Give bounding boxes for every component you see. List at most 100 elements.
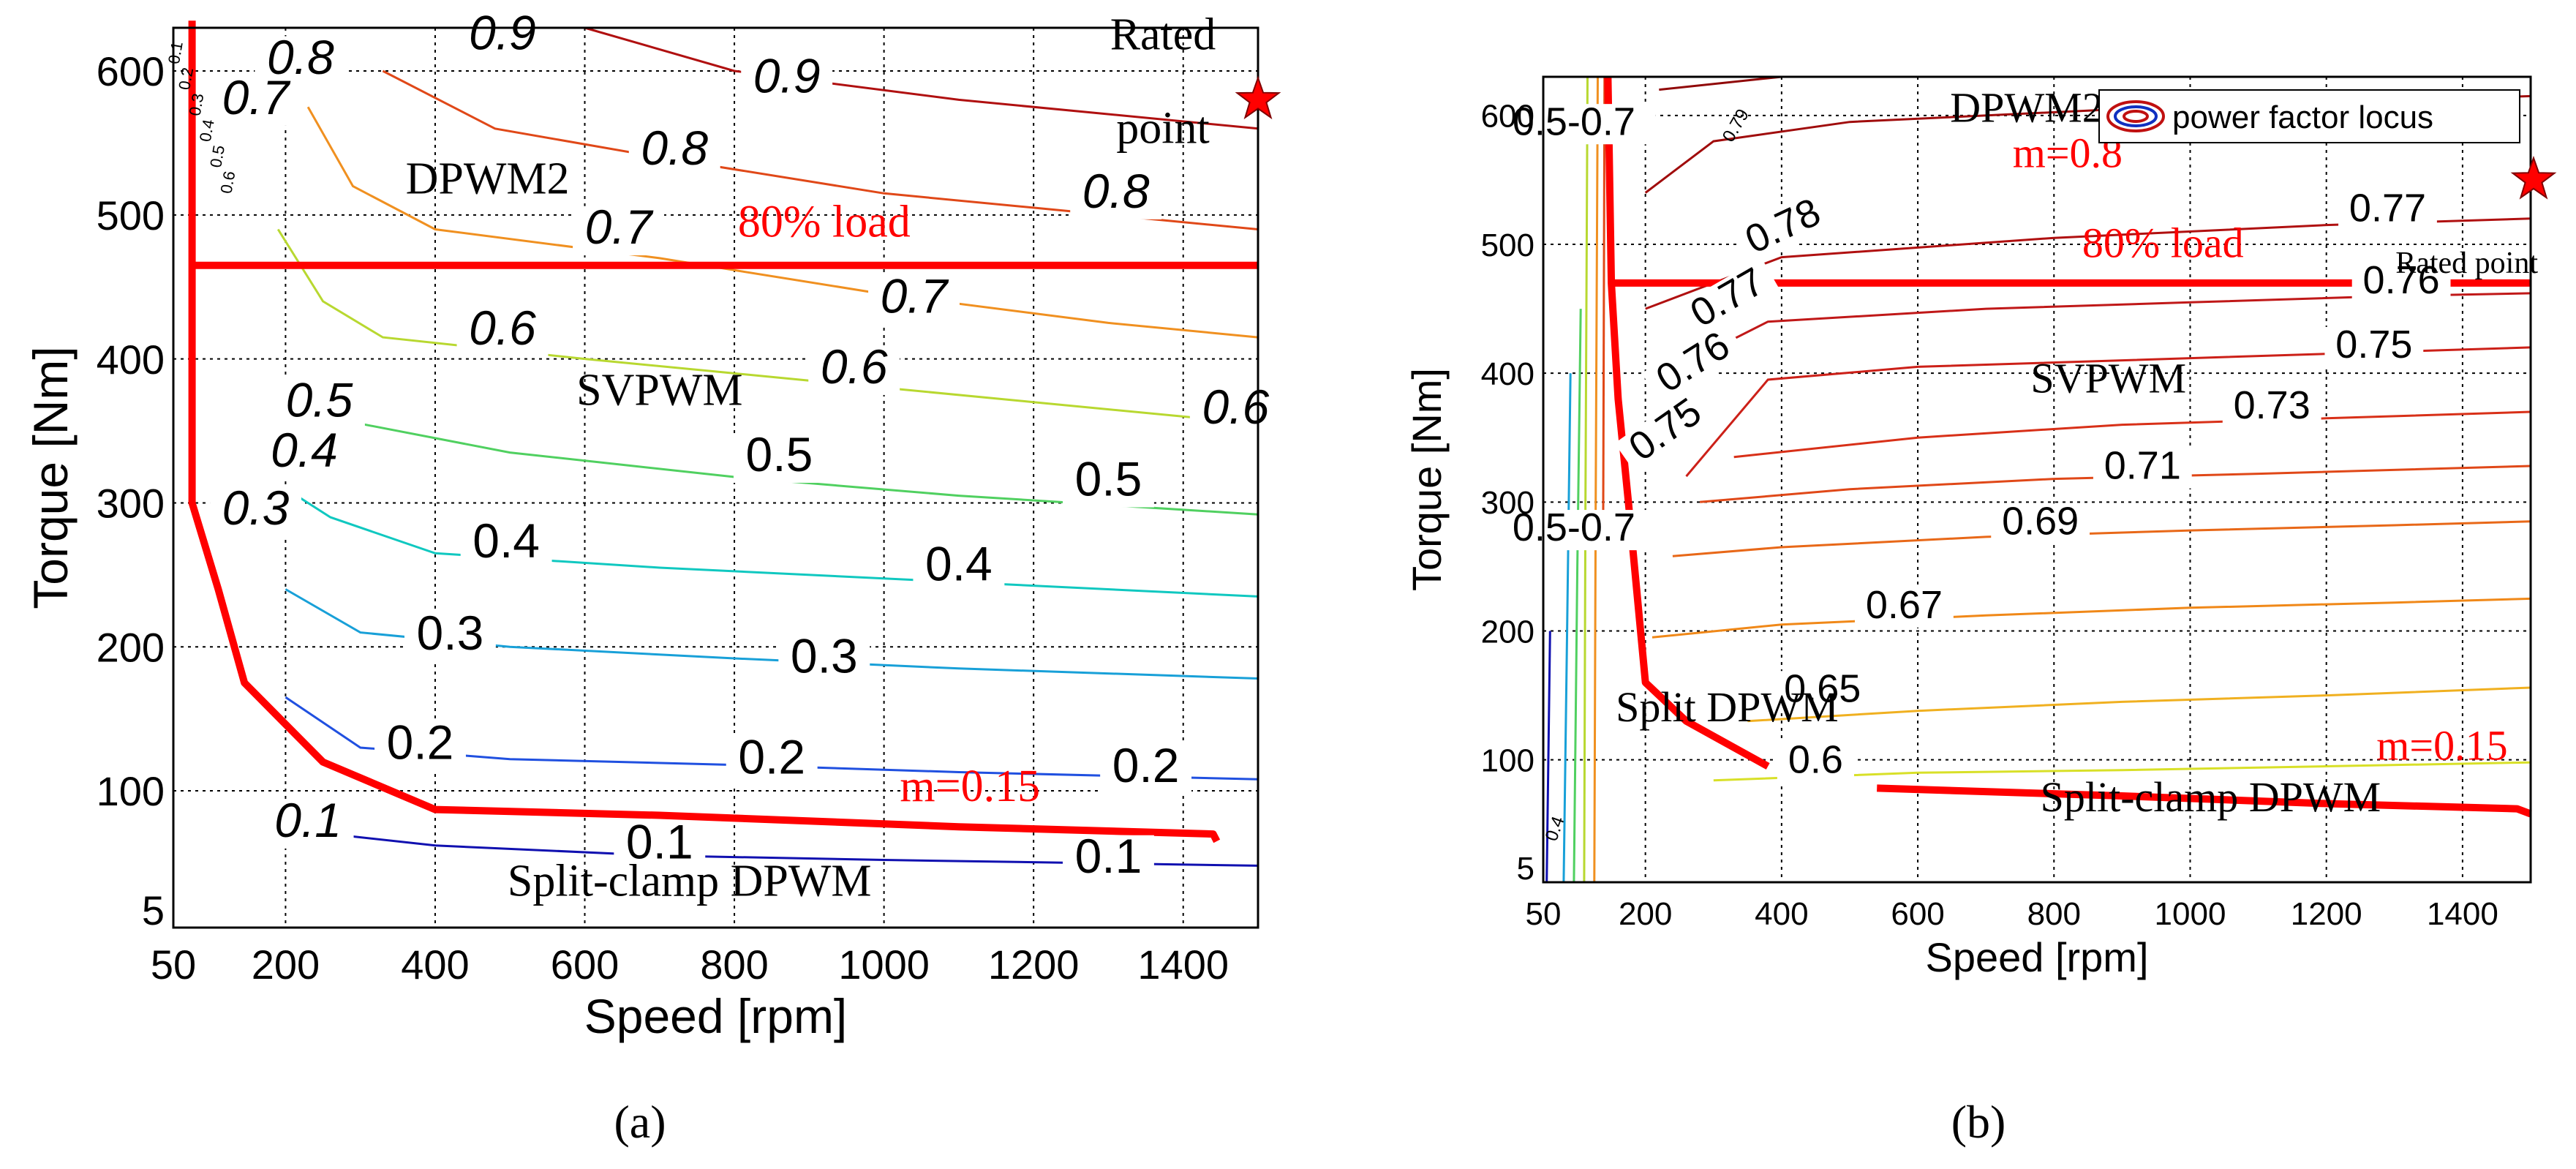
contour-level-text: 0.1	[1075, 829, 1142, 883]
contour-level-label: 0.1	[1062, 829, 1154, 885]
rated-label-line1: Rated	[1110, 10, 1216, 60]
contour-level-label: 0.5-0.7	[1491, 505, 1656, 551]
contour-level-label: 0.4	[258, 423, 350, 479]
legend-b: power factor locus	[2098, 89, 2520, 143]
contour-level-label: 0.3	[404, 606, 496, 662]
contour-level-label: 0.6	[1777, 737, 1854, 783]
region-label: DPWM2	[406, 154, 570, 203]
contour-level-text: 0.7	[222, 70, 291, 124]
label-backdrop	[733, 433, 825, 483]
contour-level-text: 0.69	[2002, 499, 2079, 543]
contour-level-text: 0.2	[387, 715, 454, 770]
contour-legend-icon	[2106, 100, 2165, 132]
label-backdrop	[1676, 257, 1782, 342]
legend-ellipse	[2106, 100, 2165, 132]
contour-level-text: 0.6	[469, 301, 536, 355]
label-backdrop	[2351, 262, 2451, 303]
label-backdrop	[1491, 510, 1656, 551]
small-level-label: 0.2	[175, 66, 197, 91]
label-backdrop	[273, 378, 365, 429]
rated-point-star-a	[1235, 75, 1281, 120]
contour-level-text: 0.65	[1784, 666, 1861, 710]
region-label: DPWM2	[1950, 84, 2103, 132]
contour-line	[1652, 597, 2531, 639]
rated-point-label-b: Rated point	[2395, 247, 2538, 280]
label-backdrop	[1641, 320, 1747, 407]
contour-level-text: 0.6	[821, 339, 888, 394]
contour-line	[306, 106, 1259, 339]
label-backdrop	[1062, 458, 1154, 508]
contour-level-text: 0.75	[2335, 323, 2412, 367]
contour-level-text: 0.77	[2349, 186, 2426, 230]
y-axis-label-b: Torque [Nm]	[1404, 368, 1450, 591]
label-backdrop	[374, 721, 466, 771]
contour-level-text: 0.8	[1082, 164, 1150, 218]
contour-level-label: 0.67	[1855, 583, 1954, 628]
contour-level-text: 0.1	[274, 793, 342, 847]
y-tick-label: 600	[1481, 99, 1534, 135]
contour-level-text: 0.73	[2234, 383, 2311, 427]
contour-level-label: 0.7	[573, 200, 664, 256]
legend-ellipse	[2123, 110, 2149, 123]
contour-level-label: 0.8	[1070, 164, 1162, 219]
contour-level-label: 0.5	[273, 372, 365, 429]
contour-level-text: 0.67	[1866, 583, 1943, 627]
contour-line	[1733, 410, 2531, 459]
power-factor-locus-a	[188, 20, 1258, 843]
contour-level-label: 0.5	[1062, 452, 1154, 508]
region-label: m=0.15	[900, 762, 1040, 811]
label-backdrop	[1855, 587, 1954, 628]
label-backdrop	[2222, 387, 2321, 428]
contour-level-text: 0.5	[1075, 452, 1142, 506]
label-backdrop	[460, 519, 552, 570]
region-label: m=0.15	[2376, 722, 2507, 770]
contour-level-text: 0.8	[267, 30, 334, 84]
label-backdrop	[628, 127, 720, 176]
label-backdrop	[456, 12, 549, 61]
edge-contour-line	[1593, 76, 1599, 883]
contour-level-text: 0.7	[585, 200, 654, 254]
contour-level-label: 0.6	[808, 339, 900, 395]
x-tick-label: 600	[1891, 896, 1944, 932]
region-label: Split-clamp DPWM	[2041, 773, 2381, 821]
axis-ticks-a: 50 200 400 600 800 1000 1200 1400 5 100 200 300 400 5…	[97, 48, 1229, 988]
x-tick-label: 800	[2027, 896, 2081, 932]
contour-line	[276, 228, 1259, 425]
small-level-label: 0.6	[216, 170, 238, 195]
contour-level-label: 0.4	[913, 537, 1005, 593]
y-tick-label: 5	[1517, 851, 1534, 887]
contour-level-label: 0.7	[868, 269, 960, 325]
x-tick-label: 800	[700, 941, 768, 988]
label-backdrop	[1491, 104, 1656, 145]
contour-level-text: 0.4	[472, 514, 540, 568]
contour-level-text: 0.8	[641, 121, 708, 175]
edge-contour-line	[1562, 373, 1572, 883]
contour-level-text: 0.7	[881, 269, 949, 323]
contour-level-text: 0.9	[469, 6, 536, 60]
label-backdrop	[1189, 386, 1281, 436]
label-backdrop	[210, 76, 301, 126]
contour-level-label: 0.75	[2324, 323, 2424, 367]
label-backdrop	[2338, 190, 2437, 231]
label-backdrop	[258, 429, 350, 479]
contour-level-text: 0.9	[753, 49, 821, 103]
contour-level-label: 0.3	[210, 481, 301, 536]
y-tick-label: 400	[1481, 356, 1534, 392]
rated-point-star-b	[2510, 155, 2557, 200]
region-label: SVPWM	[2030, 355, 2186, 402]
panel-caption-b: (b)	[1951, 1096, 2006, 1148]
label-backdrop	[614, 821, 706, 871]
label-backdrop	[210, 486, 301, 536]
plot-frame-a	[172, 26, 1259, 929]
grid-a	[173, 28, 1258, 928]
contour-level-text: 0.1	[626, 815, 693, 869]
region-label: Split DPWM	[1616, 683, 1839, 731]
y-tick-label: 200	[1481, 614, 1534, 650]
small-level-label: 0.1	[165, 40, 187, 65]
small-level-label: 0.3	[186, 92, 208, 117]
label-backdrop	[1991, 503, 2090, 544]
contour-level-text: 0.2	[1112, 738, 1180, 792]
label-backdrop	[868, 275, 960, 325]
contour-line	[1699, 465, 2531, 503]
contour-level-label: 0.5-0.7	[1491, 99, 1656, 145]
